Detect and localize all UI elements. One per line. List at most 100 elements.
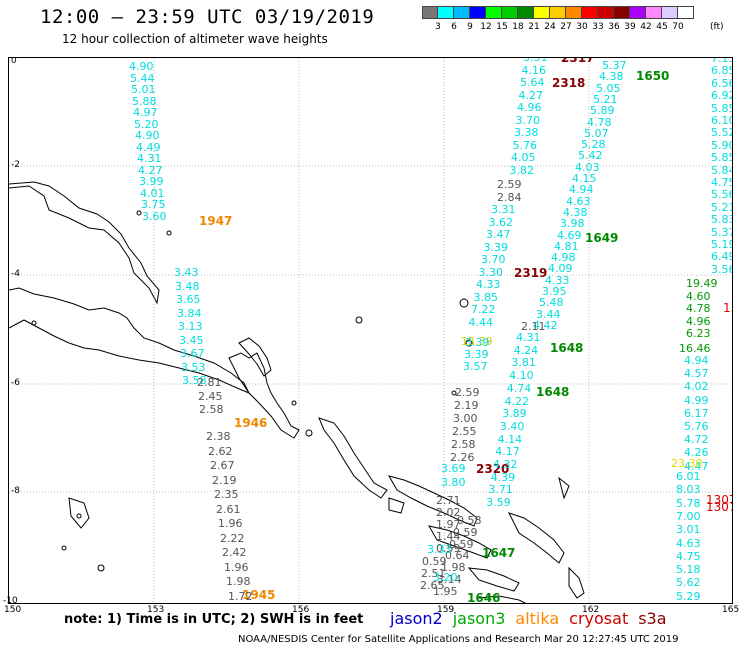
wave-height-value: 3.40	[499, 419, 525, 433]
wave-height-value: 6.17	[684, 406, 709, 420]
wave-height-value: 5.89	[590, 104, 615, 118]
wave-height-value: 5.85	[711, 151, 732, 165]
wave-height-value: 4.27	[138, 163, 163, 177]
wave-height-value: 4.09	[548, 262, 573, 276]
wave-height-value: 5.07	[584, 126, 609, 140]
wave-height-value: 1.72	[228, 589, 253, 603]
wave-height-value: 5.56	[711, 188, 732, 202]
wave-height-value: 5.21	[711, 200, 732, 214]
x-tick-label: 162	[582, 605, 600, 615]
wave-height-value: 3.62	[488, 215, 514, 229]
wave-height-value: 2.19	[212, 473, 237, 487]
wave-height-value: 3.58	[182, 374, 207, 387]
color-swatch	[566, 6, 582, 19]
pass-time-label: 1646	[467, 591, 501, 604]
color-scale-label: 27	[560, 22, 572, 32]
x-tick-label: 165	[722, 605, 740, 615]
wave-height-value: 5.19	[711, 238, 732, 251]
color-scale-label: 36	[608, 22, 620, 32]
wave-height-value: 5.78	[676, 496, 701, 510]
wave-height-value: 0.59	[436, 542, 461, 555]
wave-height-value: 3.75	[141, 198, 166, 211]
coastline-layer	[9, 58, 732, 603]
color-swatch	[614, 6, 630, 19]
color-scale-label: 24	[544, 22, 556, 32]
satellite-legend: jason2 jason3 altika cryosat s3a	[390, 609, 677, 628]
wave-height-value: 5.05	[596, 81, 621, 95]
color-swatch	[502, 6, 518, 19]
color-swatch	[422, 6, 438, 19]
pass-time-label: 13	[723, 301, 732, 315]
wave-height-map[interactable]: 0 -2 -4 -6 -8 1947 1946 1945 13.39 2317 …	[8, 57, 733, 604]
wave-height-value: 3.39	[483, 240, 509, 254]
color-scale-units: (ft)	[710, 22, 724, 32]
color-scale-label: 15	[496, 22, 508, 32]
wave-height-value: 2.61	[216, 502, 241, 516]
wave-height-value: 4.60	[686, 289, 711, 303]
wave-height-value: 3.43	[174, 266, 199, 279]
wave-height-value: 4.57	[684, 367, 709, 381]
wave-height-value: 1.96	[224, 560, 249, 574]
pass-value-label: 13.39	[461, 335, 493, 348]
wave-height-value: 3.33	[427, 543, 452, 556]
wave-height-value: 0.59	[422, 555, 447, 568]
wave-height-value: 5.90	[711, 138, 732, 152]
color-scale-label: 39	[624, 22, 636, 32]
wave-height-value: 4.69	[557, 228, 582, 242]
page-title: 12:00 – 23:59 UTC 03/19/2019	[40, 6, 375, 28]
wave-height-value: 2.59	[497, 178, 522, 191]
wave-height-value: 5.76	[684, 420, 709, 433]
wave-height-value: 0.59	[449, 537, 474, 551]
wave-height-value: 3.39	[465, 336, 490, 349]
wave-height-value: 4.96	[517, 101, 542, 114]
color-scale-label: 3	[435, 22, 441, 32]
wave-height-value: 3.00	[453, 412, 478, 425]
y-tick-label: -4	[11, 269, 20, 279]
wave-height-value: 4.14	[497, 432, 523, 446]
wave-height-value: 3.14	[437, 573, 462, 586]
wave-height-value: 5.18	[676, 563, 701, 577]
wave-height-value: 3.85	[473, 290, 499, 304]
color-swatch	[534, 6, 550, 19]
wave-height-value: 5.64	[520, 76, 545, 89]
wave-height-value: 3.65	[176, 293, 201, 306]
wave-height-value: 3.57	[463, 360, 488, 373]
wave-height-value: 4.38	[563, 205, 588, 219]
wave-height-value: 4.98	[551, 251, 576, 265]
wave-height-value: 4.74	[506, 381, 532, 395]
pass-time-label: 2318	[552, 76, 586, 90]
wave-height-value: 5.28	[581, 138, 606, 152]
wave-height-value: 5.01	[131, 83, 156, 96]
wave-height-value: 6.01	[676, 470, 701, 483]
wave-height-value: 3.99	[139, 175, 164, 188]
wave-height-value: 4.33	[545, 273, 570, 287]
wave-height-value: 4.63	[676, 536, 701, 550]
wave-height-value: 5.42	[578, 149, 603, 163]
wave-height-value: 2.35	[214, 488, 239, 501]
wave-height-value: 2.11	[521, 320, 546, 333]
pass-time-label: 1649	[585, 231, 619, 245]
legend-item-jason3: jason3	[452, 609, 506, 628]
x-tick-label: 159	[437, 605, 455, 615]
wave-height-value: 3.48	[175, 279, 200, 293]
wave-height-value: 4.22	[504, 394, 530, 408]
page-subtitle: 12 hour collection of altimeter wave hei…	[62, 32, 328, 46]
wave-height-value: 2.58	[451, 438, 476, 451]
wave-height-value: 6.10	[711, 114, 732, 127]
wave-height-value: 2.67	[210, 459, 235, 472]
wave-height-value: 6.92	[711, 89, 732, 103]
legend-item-jason2: jason2	[390, 609, 443, 628]
wave-height-value: 2.84	[497, 191, 522, 204]
wave-height-value: 4.17	[495, 445, 520, 459]
y-tick-label: -10	[3, 596, 18, 606]
wave-height-value: 4.90	[135, 129, 160, 142]
wave-height-value: 4.24	[513, 343, 539, 357]
pass-time-label: 1945	[242, 588, 276, 602]
wave-height-value: 1.95	[433, 584, 458, 598]
pass-time-label: 1946	[234, 416, 268, 430]
wave-height-value: 3.01	[676, 523, 701, 537]
wave-height-value: 3.38	[514, 126, 539, 139]
wave-height-value: 4.15	[572, 172, 597, 185]
wave-height-value: 2.59	[455, 386, 480, 399]
